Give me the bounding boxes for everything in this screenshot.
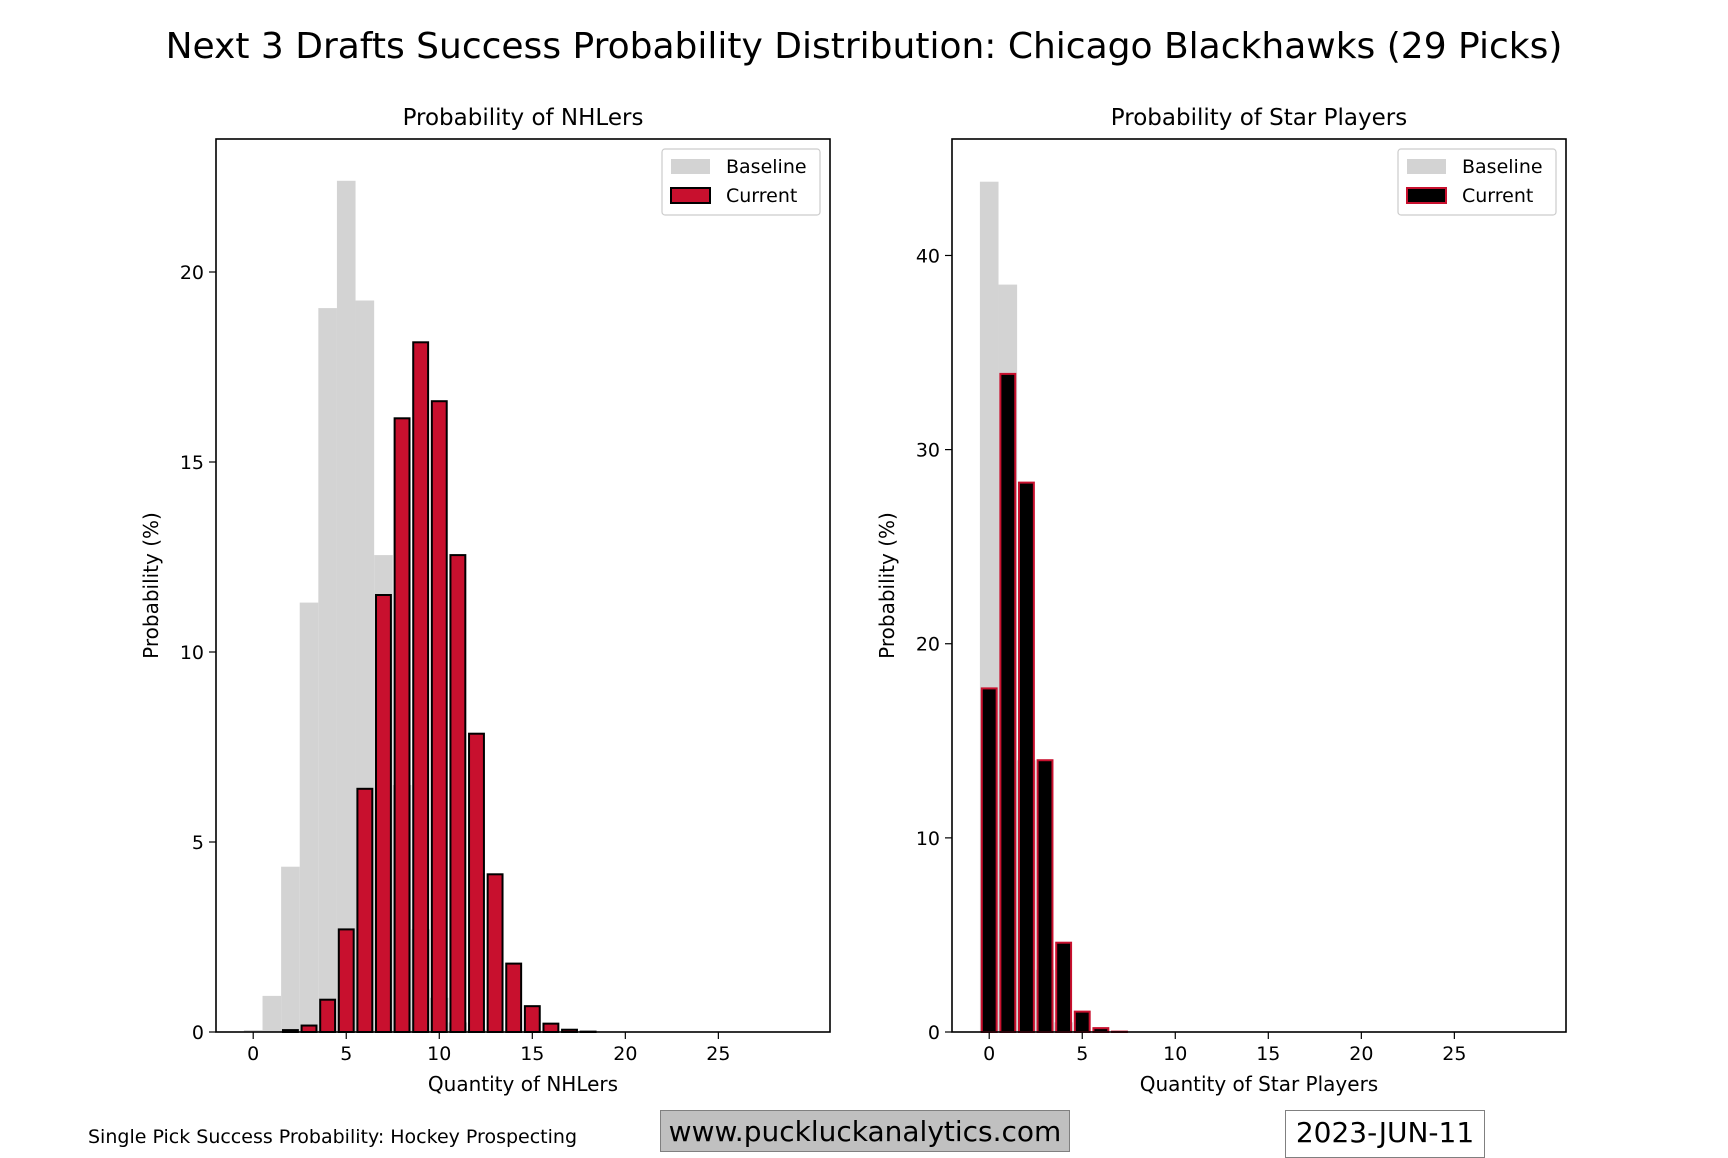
- x-axis-label: Quantity of Star Players: [1140, 1072, 1378, 1096]
- current-bar: [320, 1000, 335, 1032]
- y-tick-label: 40: [916, 245, 940, 267]
- y-tick-label: 10: [180, 642, 204, 664]
- chart-nhlers: Probability of NHLers 0 5 10 15 20 25 0 5 10 15 20 Q…: [139, 105, 830, 1096]
- baseline-bar: [263, 996, 282, 1032]
- legend-label: Baseline: [1462, 156, 1543, 178]
- x-tick-label: 0: [247, 1043, 259, 1065]
- current-bar: [450, 555, 465, 1032]
- current-bar: [1000, 374, 1015, 1032]
- current-bar: [506, 964, 521, 1032]
- x-tick-label: 5: [340, 1043, 352, 1065]
- current-bar: [413, 342, 428, 1032]
- source-note: Single Pick Success Probability: Hockey …: [88, 1126, 577, 1148]
- x-tick-label: 25: [706, 1043, 730, 1065]
- y-tick-label: 0: [192, 1022, 204, 1044]
- panel-title: Probability of Star Players: [1111, 105, 1407, 131]
- legend: Baseline Current: [662, 149, 820, 215]
- current-bar: [469, 734, 484, 1032]
- x-tick-label: 15: [520, 1043, 544, 1065]
- current-bar: [1038, 760, 1053, 1032]
- y-tick-label: 20: [916, 634, 940, 656]
- website-link[interactable]: www.puckluckanalytics.com: [660, 1110, 1070, 1152]
- x-tick-label: 25: [1442, 1043, 1466, 1065]
- current-bar: [488, 874, 503, 1032]
- y-tick-label: 0: [928, 1022, 940, 1044]
- y-tick-label: 5: [192, 832, 204, 854]
- y-tick-label: 15: [180, 452, 204, 474]
- current-bar: [543, 1024, 558, 1032]
- legend-swatch-baseline: [1407, 159, 1446, 174]
- x-tick-label: 5: [1076, 1043, 1088, 1065]
- y-tick-label: 20: [180, 262, 204, 284]
- current-bar: [1019, 483, 1034, 1032]
- x-tick-label: 10: [427, 1043, 451, 1065]
- current-bar: [357, 789, 372, 1032]
- x-tick-label: 0: [983, 1043, 995, 1065]
- current-bar: [1075, 1012, 1090, 1032]
- legend-label: Baseline: [726, 156, 807, 178]
- y-axis-label: Probability (%): [875, 512, 899, 659]
- baseline-bar: [300, 603, 319, 1032]
- current-bar: [432, 401, 447, 1032]
- current-bar: [982, 688, 997, 1032]
- x-axis-label: Quantity of NHLers: [428, 1072, 618, 1096]
- x-tick-label: 20: [613, 1043, 637, 1065]
- legend-swatch-baseline: [671, 159, 710, 174]
- x-tick-label: 20: [1349, 1043, 1373, 1065]
- current-bar: [1056, 943, 1071, 1032]
- baseline-bar: [281, 867, 300, 1032]
- date-label: 2023-JUN-11: [1285, 1110, 1485, 1158]
- legend-swatch-current: [671, 188, 710, 203]
- y-tick-label: 10: [916, 828, 940, 850]
- x-tick-label: 10: [1163, 1043, 1187, 1065]
- current-bar: [376, 595, 391, 1032]
- baseline-bar: [337, 181, 356, 1032]
- legend-label: Current: [726, 185, 797, 207]
- y-tick-label: 30: [916, 440, 940, 462]
- legend: Baseline Current: [1398, 149, 1556, 215]
- panel-title: Probability of NHLers: [403, 105, 644, 131]
- legend-label: Current: [1462, 185, 1533, 207]
- current-bar: [395, 418, 410, 1032]
- x-tick-label: 15: [1256, 1043, 1280, 1065]
- chart-stars: Probability of Star Players 0 5 10 15 20 25 0 10…: [875, 105, 1566, 1096]
- baseline-bar: [318, 308, 337, 1032]
- legend-swatch-current: [1407, 188, 1446, 203]
- y-axis-label: Probability (%): [139, 512, 163, 659]
- current-bar: [525, 1006, 540, 1032]
- current-bar: [302, 1026, 317, 1032]
- current-bar: [339, 929, 354, 1032]
